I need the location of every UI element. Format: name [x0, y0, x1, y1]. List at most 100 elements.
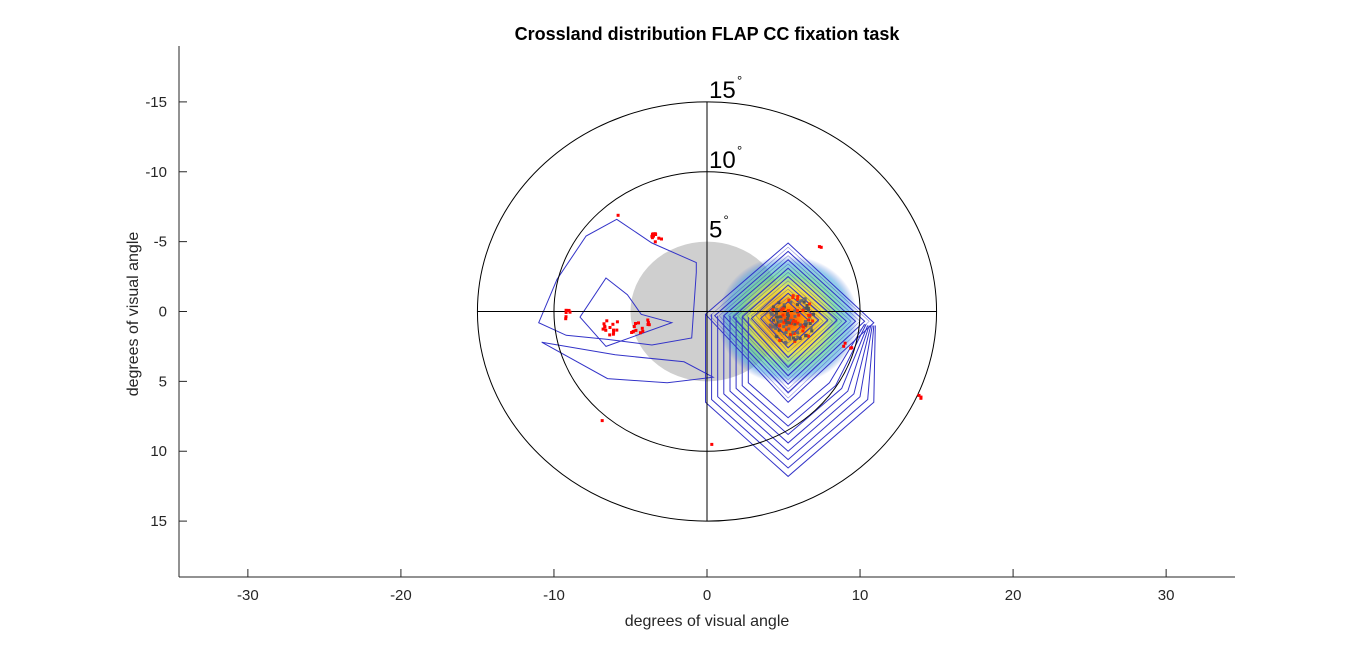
chart-title: Crossland distribution FLAP CC fixation … [515, 24, 901, 44]
fixation-point [791, 330, 795, 334]
fixation-point [789, 333, 792, 337]
outer-contour-3 [723, 315, 872, 452]
fixation-point [794, 320, 798, 324]
plot-area: 15 °10 °5 ° [476, 73, 938, 522]
fixation-point [788, 321, 791, 325]
fixation-point [564, 308, 568, 312]
inner-contour-2 [718, 255, 861, 390]
fixation-point [793, 339, 797, 343]
fixation-point [778, 324, 782, 328]
x-tick-label: -30 [237, 587, 259, 604]
chart-text: Crossland distribution FLAP CC fixation … [125, 24, 900, 630]
inner-contour-10 [755, 288, 824, 353]
fixation-point [793, 338, 797, 342]
ring-degree-10: ° [737, 143, 742, 158]
fixation-point [777, 301, 781, 305]
fixation-point [793, 314, 797, 318]
fixation-point [775, 307, 779, 311]
outer-contour-7 [747, 317, 866, 419]
fixation-point [788, 335, 792, 339]
fixation-point [777, 328, 781, 332]
inner-contour-3 [723, 259, 856, 385]
inner-contour-1 [714, 250, 866, 394]
fixation-point [653, 232, 657, 236]
fixation-point [564, 311, 568, 314]
fixation-point [800, 324, 804, 328]
inner-contour-7 [741, 276, 838, 367]
fixation-point [603, 324, 607, 328]
fixation-point [601, 327, 605, 331]
fixation-point [796, 303, 799, 307]
fixation-point [804, 306, 808, 310]
y-tick-label: -5 [154, 234, 167, 251]
fixation-point [919, 396, 923, 400]
fixation-point [568, 310, 572, 314]
fixation-point [657, 236, 661, 240]
fixation-point [842, 344, 846, 348]
fixation-point [646, 318, 650, 322]
fixation-point [809, 326, 813, 330]
inner-contour-4 [727, 263, 852, 381]
fixation-point [782, 303, 786, 307]
fixation-point [608, 333, 612, 337]
axes: -30 -20 -10 0 10 20 30 -15 -10 -5 0 5 10 15 [145, 46, 1235, 604]
fixation-point [785, 323, 788, 327]
fixation-point [802, 325, 805, 329]
fixation-point [774, 326, 778, 330]
fixation-point [782, 331, 786, 335]
ring-label-5: 5 [709, 217, 722, 244]
x-tick-label: 0 [703, 587, 711, 604]
fixation-point [775, 335, 779, 339]
outer-contour-2 [717, 315, 873, 461]
fixation-point [775, 318, 779, 322]
fixation-point [804, 334, 808, 337]
fixation-point [778, 319, 782, 323]
fixation-point [786, 314, 790, 318]
fixation-point [611, 322, 615, 326]
fixation-point [770, 325, 774, 329]
fixation-point [788, 337, 792, 341]
fixation-point [796, 331, 800, 335]
x-tick-label: 10 [852, 587, 869, 604]
fixation-point [630, 331, 634, 334]
fixation-point [789, 300, 793, 304]
fixation-point [801, 329, 805, 333]
fixation-point [615, 320, 619, 324]
fixation-point [805, 304, 809, 307]
outer-contour-1 [711, 314, 875, 469]
fixation-point [793, 309, 797, 313]
fixation-point [810, 329, 814, 333]
fixation-point [786, 316, 790, 320]
fixation-point [660, 237, 663, 241]
fixation-point [639, 331, 642, 335]
outer-contour-6 [741, 317, 867, 427]
left-contour-2 [541, 341, 715, 384]
fixation-point [776, 315, 780, 319]
x-axis-label: degrees of visual angle [625, 613, 790, 630]
fixation-point [843, 341, 847, 345]
fixation-point [616, 213, 620, 217]
fixation-point [804, 323, 808, 327]
fixation-point [801, 308, 805, 312]
fixation-point [774, 315, 778, 319]
fixation-point [806, 306, 810, 310]
fixation-point [819, 245, 823, 249]
fixation-point [807, 318, 811, 322]
fixation-point [792, 336, 795, 340]
x-tick-label: -20 [390, 587, 412, 604]
fixation-point [772, 305, 775, 309]
fixation-point [646, 321, 650, 324]
fixation-point [781, 307, 785, 311]
y-tick-label: -10 [145, 164, 167, 181]
fixation-point [800, 299, 804, 303]
x-tick-label: -10 [543, 587, 565, 604]
fixation-point [784, 321, 788, 324]
fixation-point [817, 245, 821, 249]
ring-degree-5: ° [724, 213, 729, 228]
fixation-point [771, 308, 775, 312]
fixation-point [782, 305, 786, 309]
fixation-point [615, 328, 619, 332]
fixation-point [803, 320, 807, 324]
fixation-point [775, 311, 778, 315]
fixation-point [653, 240, 657, 244]
